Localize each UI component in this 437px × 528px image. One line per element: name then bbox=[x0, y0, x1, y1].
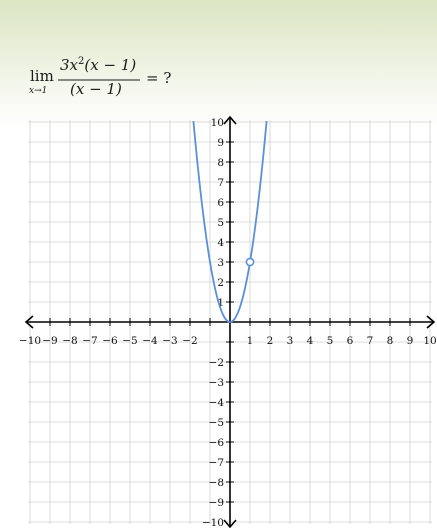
y-tick-label: −3 bbox=[209, 377, 224, 389]
y-tick-label: −6 bbox=[209, 437, 225, 449]
curve-3x-squared bbox=[192, 120, 268, 323]
x-tick-label: 10 bbox=[423, 335, 436, 347]
y-tick-label: 2 bbox=[217, 277, 224, 289]
y-tick-label: −10 bbox=[202, 517, 224, 528]
y-tick-label: −4 bbox=[209, 397, 225, 409]
y-tick-label: 7 bbox=[217, 177, 224, 189]
x-tick-label: −5 bbox=[122, 335, 137, 347]
y-tick-label: 1 bbox=[217, 297, 224, 309]
y-tick-label: 4 bbox=[217, 237, 224, 249]
header-banner bbox=[0, 0, 437, 130]
x-tick-label: 1 bbox=[247, 335, 254, 347]
numerator: 3x2(x − 1) bbox=[60, 56, 136, 74]
x-tick-label: 5 bbox=[327, 335, 334, 347]
y-tick-label: −7 bbox=[209, 457, 224, 469]
y-tick-label: 6 bbox=[217, 197, 224, 209]
y-tick-label: −5 bbox=[209, 417, 224, 429]
x-tick-label: 9 bbox=[407, 335, 414, 347]
x-tick-label: −7 bbox=[82, 335, 97, 347]
y-tick-label: 5 bbox=[217, 217, 224, 229]
limit-expression: lim x→1 3x2(x − 1) (x − 1) = ? bbox=[28, 50, 228, 110]
x-tick-label: 3 bbox=[287, 335, 294, 347]
x-tick-label: 6 bbox=[347, 335, 354, 347]
x-tick-label: −6 bbox=[102, 335, 118, 347]
y-tick-label: −8 bbox=[209, 477, 224, 489]
x-tick-label: −10 bbox=[19, 335, 41, 347]
x-tick-label: −3 bbox=[162, 335, 177, 347]
x-tick-label: −9 bbox=[42, 335, 57, 347]
y-tick-label: 8 bbox=[217, 157, 224, 169]
denominator: (x − 1) bbox=[70, 80, 122, 98]
y-tick-label: 9 bbox=[217, 137, 224, 149]
x-tick-label: 8 bbox=[387, 335, 394, 347]
x-tick-label: 7 bbox=[367, 335, 374, 347]
fraction-bar bbox=[58, 79, 140, 81]
tick-labels: −10 −9 −8 −7 −6 −5 −4 −3 −2 1 2 3 4 5 6 7 8 9 10−10−9−8−7−… bbox=[19, 117, 437, 528]
x-tick-label: 2 bbox=[267, 335, 274, 347]
x-tick-label: −4 bbox=[142, 335, 158, 347]
open-point bbox=[245, 257, 255, 267]
x-tick-label: −2 bbox=[182, 335, 197, 347]
lim-word: lim bbox=[30, 67, 54, 85]
point-layer bbox=[245, 257, 255, 267]
tick-marks bbox=[49, 141, 411, 503]
equals-question: = ? bbox=[146, 69, 172, 87]
numerator-exponent: 2 bbox=[78, 56, 85, 67]
y-axis-arrow-top bbox=[223, 115, 237, 125]
x-axis-arrow-right bbox=[426, 315, 436, 329]
x-axis-arrow-left bbox=[24, 315, 34, 329]
numerator-factor: (x − 1) bbox=[84, 56, 137, 74]
x-tick-label: 4 bbox=[307, 335, 314, 347]
curve-layer bbox=[192, 120, 268, 323]
y-tick-label: 10 bbox=[211, 117, 224, 129]
numerator-base: 3x bbox=[60, 56, 79, 74]
lim-subscript: x→1 bbox=[29, 86, 48, 96]
y-tick-label: −9 bbox=[209, 497, 224, 509]
y-tick-label: −2 bbox=[209, 357, 224, 369]
y-axis-arrow-bottom bbox=[223, 519, 237, 528]
y-tick-label: 3 bbox=[217, 257, 224, 269]
x-tick-label: −8 bbox=[62, 335, 77, 347]
